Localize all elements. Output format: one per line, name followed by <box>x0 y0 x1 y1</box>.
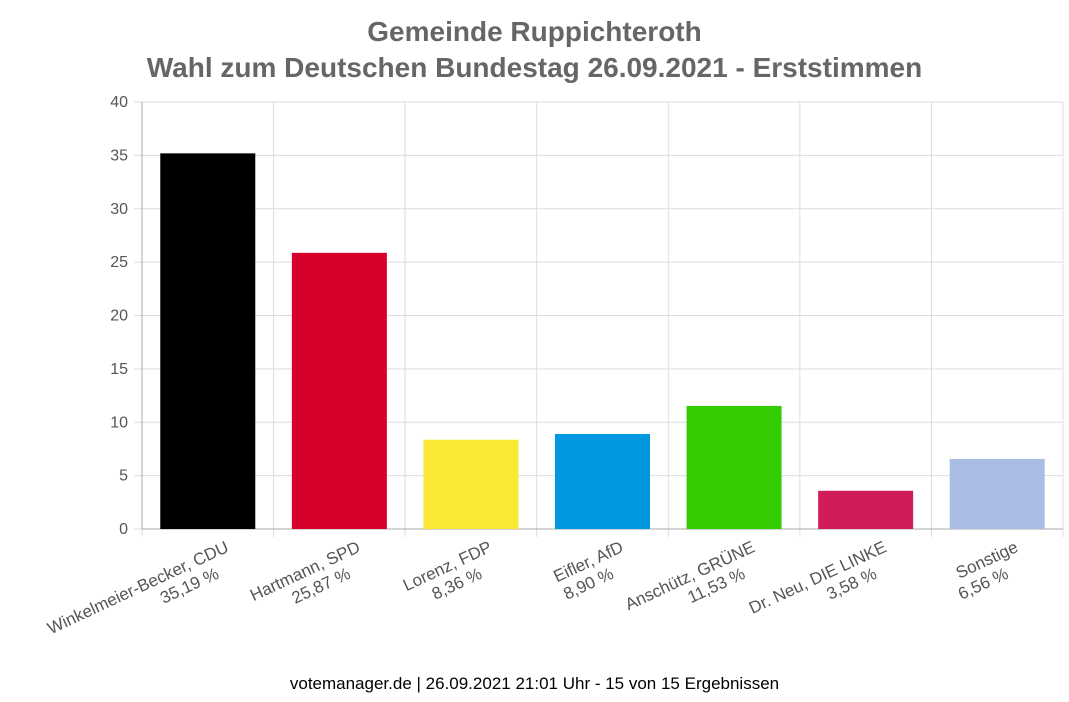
footer-text: votemanager.de | 26.09.2021 21:01 Uhr - … <box>289 674 780 693</box>
y-tick-label: 0 <box>119 521 128 538</box>
bar <box>160 153 256 530</box>
y-tick-label: 25 <box>110 254 128 271</box>
bar <box>686 405 782 529</box>
bar <box>555 433 650 529</box>
y-tick-label: 5 <box>119 468 128 485</box>
y-tick-label: 20 <box>110 308 128 325</box>
y-tick-label: 10 <box>110 414 128 431</box>
y-tick-label: 30 <box>110 201 128 218</box>
bar <box>423 439 519 529</box>
y-tick-label: 40 <box>110 94 128 111</box>
bar <box>818 490 914 529</box>
chart-title: Gemeinde Ruppichteroth <box>367 16 702 47</box>
bar <box>949 458 1045 529</box>
y-tick-label: 35 <box>110 147 128 164</box>
chart-subtitle: Wahl zum Deutschen Bundestag 26.09.2021 … <box>146 52 923 83</box>
bar <box>291 252 387 529</box>
y-tick-label: 15 <box>110 361 128 378</box>
